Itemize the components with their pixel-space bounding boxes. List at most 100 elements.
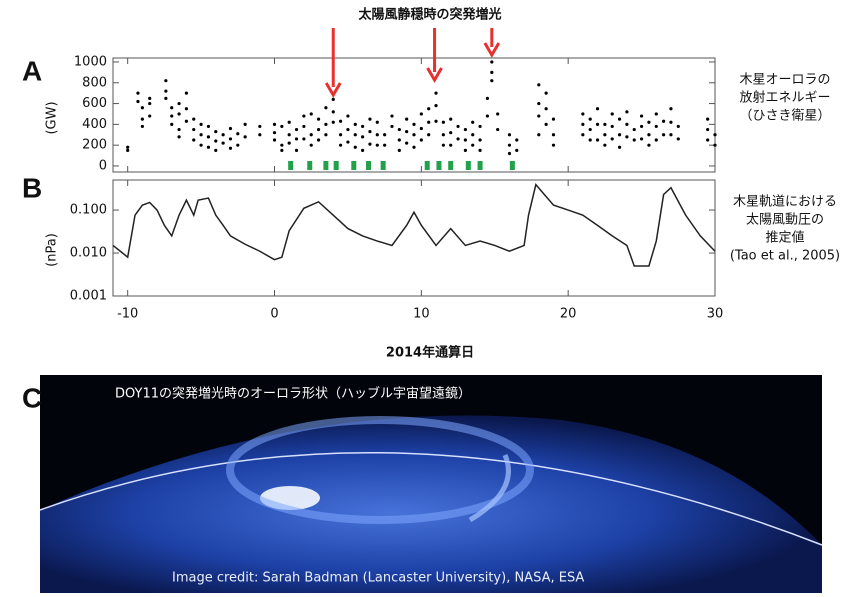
data-point bbox=[662, 120, 665, 123]
data-point bbox=[633, 128, 636, 131]
event-marker bbox=[288, 161, 293, 170]
side-label: 推定値 bbox=[765, 230, 804, 246]
data-point bbox=[192, 128, 195, 131]
data-point bbox=[625, 110, 628, 113]
data-point bbox=[302, 137, 305, 140]
data-point bbox=[361, 125, 364, 128]
data-point bbox=[177, 102, 180, 105]
data-point bbox=[332, 110, 335, 113]
event-marker bbox=[351, 161, 356, 170]
x-axis-label: 2014年通算日 bbox=[386, 345, 474, 361]
data-point bbox=[317, 138, 320, 141]
y-tick-label: 800 bbox=[82, 75, 107, 90]
data-point bbox=[229, 137, 232, 140]
data-point bbox=[427, 121, 430, 124]
data-point bbox=[177, 112, 180, 115]
data-point bbox=[214, 139, 217, 142]
data-point bbox=[412, 146, 415, 149]
data-point bbox=[280, 149, 283, 152]
data-point bbox=[164, 79, 167, 82]
data-point bbox=[170, 106, 173, 109]
data-point bbox=[361, 135, 364, 138]
data-point bbox=[148, 97, 151, 100]
data-point bbox=[434, 92, 437, 95]
data-point bbox=[339, 144, 342, 147]
data-point bbox=[589, 128, 592, 131]
data-point bbox=[288, 141, 291, 144]
panel-a-frame bbox=[113, 58, 715, 172]
data-point bbox=[405, 130, 408, 133]
data-point bbox=[390, 114, 393, 117]
data-point bbox=[310, 112, 313, 115]
x-tick-label: 10 bbox=[413, 307, 430, 322]
data-point bbox=[713, 144, 716, 147]
data-point bbox=[420, 138, 423, 141]
data-point bbox=[464, 149, 467, 152]
data-point bbox=[332, 121, 335, 124]
y-tick-label: 0.010 bbox=[70, 246, 107, 261]
data-point bbox=[478, 125, 481, 128]
data-point bbox=[141, 118, 144, 121]
y-axis-label: (GW) bbox=[45, 101, 60, 134]
image-caption: DOY11の突発増光時のオーロラ形状（ハッブル宇宙望遠鏡） bbox=[115, 386, 471, 402]
data-point bbox=[434, 120, 437, 123]
data-point bbox=[633, 138, 636, 141]
data-point bbox=[496, 128, 499, 131]
data-point bbox=[611, 137, 614, 140]
data-point bbox=[354, 123, 357, 126]
data-point bbox=[655, 112, 658, 115]
event-marker bbox=[425, 161, 430, 170]
data-point bbox=[324, 133, 327, 136]
data-point bbox=[361, 149, 364, 152]
data-point bbox=[677, 125, 680, 128]
data-point bbox=[346, 128, 349, 131]
data-point bbox=[324, 123, 327, 126]
event-marker bbox=[510, 161, 515, 170]
data-point bbox=[618, 133, 621, 136]
data-point bbox=[368, 118, 371, 121]
data-point bbox=[478, 149, 481, 152]
data-point bbox=[185, 107, 188, 110]
data-point bbox=[141, 106, 144, 109]
data-point bbox=[490, 79, 493, 82]
data-point bbox=[537, 133, 540, 136]
data-point bbox=[640, 125, 643, 128]
event-marker bbox=[366, 161, 371, 170]
data-point bbox=[339, 120, 342, 123]
data-point bbox=[589, 138, 592, 141]
data-point bbox=[295, 137, 298, 140]
data-point bbox=[295, 149, 298, 152]
data-point bbox=[471, 121, 474, 124]
pressure-line bbox=[113, 185, 715, 266]
data-point bbox=[552, 133, 555, 136]
data-point bbox=[545, 92, 548, 95]
data-point bbox=[464, 128, 467, 131]
data-point bbox=[185, 92, 188, 95]
data-point bbox=[603, 133, 606, 136]
data-point bbox=[214, 149, 217, 152]
data-point bbox=[640, 114, 643, 117]
side-label: 放射エネルギー bbox=[739, 90, 830, 106]
data-point bbox=[199, 144, 202, 147]
panel-label: A bbox=[22, 55, 42, 86]
data-point bbox=[596, 107, 599, 110]
data-point bbox=[170, 114, 173, 117]
side-label: （ひさき衛星） bbox=[739, 109, 830, 124]
data-point bbox=[442, 121, 445, 124]
data-point bbox=[383, 144, 386, 147]
data-point bbox=[618, 146, 621, 149]
side-label: 太陽風動圧の bbox=[746, 213, 824, 228]
data-point bbox=[346, 114, 349, 117]
data-point bbox=[199, 123, 202, 126]
data-point bbox=[471, 144, 474, 147]
page: A B (GW) (nPa) 太陽風静穏時の突発増光 2014年通算日 C DO… bbox=[0, 0, 862, 597]
image-credit: Image credit: Sarah Badman (Lancaster Un… bbox=[172, 571, 584, 586]
data-point bbox=[280, 144, 283, 147]
data-point bbox=[618, 118, 621, 121]
data-point bbox=[199, 133, 202, 136]
data-point bbox=[677, 137, 680, 140]
event-marker bbox=[334, 161, 339, 170]
data-point bbox=[427, 107, 430, 110]
data-point bbox=[647, 121, 650, 124]
side-label: 木星軌道における bbox=[733, 194, 837, 210]
